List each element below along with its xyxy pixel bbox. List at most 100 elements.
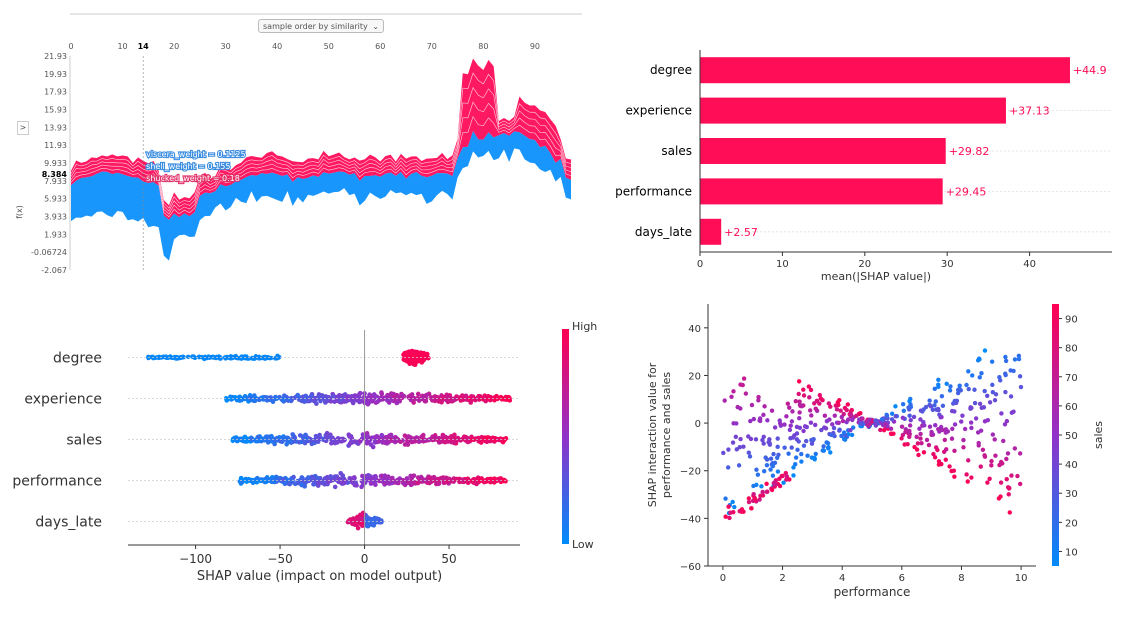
beeswarm-dot [364, 430, 370, 436]
beeswarm-dot [374, 516, 380, 521]
dependence-dot [731, 389, 736, 394]
dependence-dot [801, 443, 807, 448]
dependence-dot [903, 429, 908, 435]
colorbar-tick-label: 30 [1065, 489, 1078, 500]
dependence-dot [746, 499, 752, 505]
beeswarm-dot [354, 483, 359, 488]
dependence-dot [839, 414, 844, 420]
dependence-y-tick-label: 40 [688, 324, 701, 335]
dependence-dot [982, 454, 988, 459]
beeswarm-dot [248, 436, 254, 442]
dependence-dot [1008, 394, 1014, 399]
dependence-dot [952, 409, 957, 414]
beeswarm-dot [239, 354, 244, 360]
beeswarm-feature-label: degree [53, 351, 102, 367]
bar-x-tick-label: 20 [858, 259, 871, 270]
dependence-dot [932, 403, 937, 408]
dependence-colorbar [1052, 304, 1059, 566]
ordering-select[interactable]: sample order by similarity ⌄ [258, 19, 384, 33]
dependence-dot [911, 414, 917, 420]
dependence-dot [969, 425, 974, 431]
beeswarm-feature-label: sales [66, 433, 102, 449]
dependence-dot [801, 428, 806, 434]
dependence-dot [797, 416, 802, 421]
dependence-dot [805, 453, 810, 458]
beeswarm-dot [469, 437, 475, 442]
beeswarm-dot [150, 354, 155, 360]
dependence-dot [777, 483, 783, 489]
collapse-toggle[interactable]: > [17, 121, 29, 135]
top-axis-tick-label: 80 [478, 42, 488, 51]
dependence-dot [1017, 481, 1023, 487]
colorbar-tick-label: 70 [1065, 373, 1078, 384]
dependence-dot [888, 426, 894, 431]
chevron-down-icon: ⌄ [372, 22, 379, 31]
beeswarm-dot [327, 434, 332, 439]
dependence-dot [826, 446, 831, 451]
dependence-dot [901, 408, 906, 413]
beeswarm-dot [358, 516, 364, 521]
y-axis-tick-label: 3.933 [44, 213, 67, 222]
dependence-dot [796, 391, 801, 397]
beeswarm-dot [415, 391, 421, 397]
dependence-dot [730, 440, 736, 445]
beeswarm-dot [311, 481, 316, 487]
dependence-dot [818, 396, 824, 401]
dependence-dot [950, 426, 955, 432]
dependence-dot [787, 477, 792, 482]
dependence-dot [764, 489, 769, 495]
beeswarm-dot [186, 354, 191, 360]
dependence-dot [888, 431, 894, 436]
dependence-dot [789, 445, 794, 450]
dependence-dot [736, 463, 742, 468]
dependence-dot [918, 417, 923, 422]
beeswarm-dot [322, 396, 328, 402]
dependence-dot [905, 441, 910, 447]
beeswarm-dot [277, 478, 283, 483]
dependence-dot [790, 409, 795, 414]
dependence-dot [741, 444, 746, 449]
dependence-dot [917, 426, 922, 431]
beeswarm-dot [341, 438, 346, 443]
dependence-dot [1004, 456, 1009, 462]
y-axis-tick-label: 13.93 [44, 123, 67, 132]
beeswarm-dot [405, 357, 411, 363]
beeswarm-dot [350, 478, 355, 484]
dependence-dots [721, 348, 1024, 521]
beeswarm-dot [430, 435, 435, 440]
hover-feature-label: shucked_weight = 0.18 [146, 174, 240, 183]
beeswarm-dot [456, 476, 462, 482]
beeswarm-chart: degree experience sales performance days_lat… [12, 320, 613, 584]
dependence-dot [1005, 451, 1011, 456]
dependence-y-tick-label: 0 [695, 419, 701, 430]
beeswarm-dot [146, 355, 151, 361]
dependence-dot [1012, 357, 1018, 362]
force-plot-chart[interactable]: 0 10 14 20 30 40 50 60 70 80 90 21.93 19.93 17.93 15.9… [0, 0, 600, 292]
dependence-dot [985, 393, 990, 398]
dependence-dot [965, 479, 970, 484]
dependence-dot [788, 423, 793, 428]
beeswarm-dot [224, 398, 230, 403]
dependence-dot [955, 390, 961, 396]
dependence-dot [985, 480, 990, 485]
dependence-dot [960, 413, 965, 418]
dependence-dot [933, 445, 939, 450]
dependence-dot [781, 480, 786, 485]
beeswarm-dot [402, 442, 408, 447]
beeswarm-dot [385, 480, 390, 486]
dependence-dot [1006, 492, 1011, 497]
dependence-dot [785, 401, 791, 406]
beeswarm-dot [265, 440, 271, 445]
dependence-dot [1009, 410, 1015, 415]
beeswarm-dot [442, 439, 448, 445]
dependence-dot [989, 463, 994, 468]
dependence-dot [838, 408, 843, 413]
dependence-dot [952, 448, 957, 454]
dependence-dot [868, 421, 873, 426]
dependence-dot [990, 432, 996, 437]
dependence-dot [804, 438, 809, 444]
dependence-dot [768, 456, 774, 461]
beeswarm-dot [235, 436, 240, 442]
beeswarm-dot [308, 393, 314, 399]
dependence-dot [733, 434, 739, 440]
